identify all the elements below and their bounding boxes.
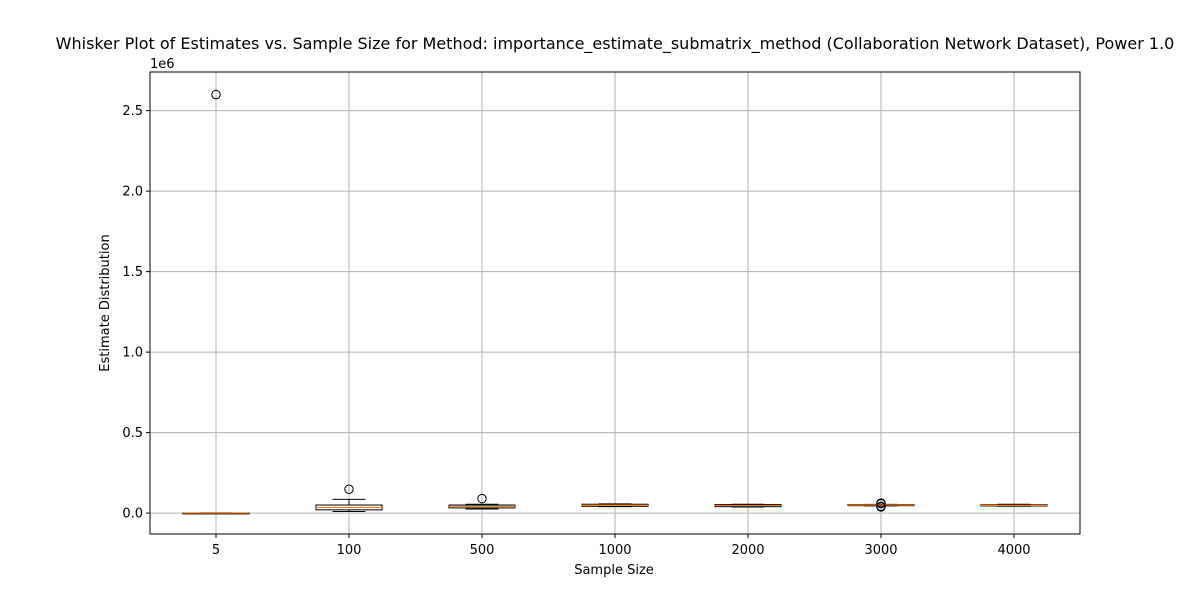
- x-tick-label: 5: [212, 543, 220, 558]
- x-tick-label: 4000: [997, 543, 1030, 558]
- box-100: [315, 484, 383, 512]
- y-tick-label: 1.0: [122, 346, 143, 361]
- y-tick-label: 2.0: [122, 185, 143, 200]
- box-2000: [714, 503, 782, 508]
- outlier-point: [211, 89, 221, 100]
- x-tick-label: 500: [470, 543, 495, 558]
- x-tick-label: 100: [337, 543, 362, 558]
- chart-title: Whisker Plot of Estimates vs. Sample Siz…: [56, 34, 1175, 54]
- outlier-point: [344, 484, 354, 494]
- outlier-point: [477, 493, 487, 504]
- ticks: 5 100 500 1000 2000 3000 4000 0.0 0.5 1.0 1.5 2.0 2.…: [122, 104, 1030, 558]
- x-tick-label: 3000: [864, 543, 897, 558]
- x-axis-label: Sample Size: [574, 563, 654, 578]
- y-scale-label: 1e6: [150, 57, 175, 72]
- y-axis-label: Estimate Distribution: [98, 234, 113, 371]
- boxes: [182, 89, 1048, 515]
- grid: [150, 72, 1080, 534]
- outlier-point: [876, 498, 886, 508]
- box-500: [448, 493, 516, 510]
- y-tick-label: 0.5: [122, 426, 143, 441]
- x-tick-label: 2000: [731, 543, 764, 558]
- box-5: [182, 89, 250, 515]
- box-3000: [847, 498, 915, 512]
- outlier-point: [876, 501, 886, 512]
- box-4000: [980, 503, 1048, 507]
- y-tick-label: 1.5: [122, 265, 143, 280]
- y-tick-label: 0.0: [122, 507, 143, 522]
- x-tick-label: 1000: [598, 543, 631, 558]
- box-1000: [581, 503, 649, 508]
- y-tick-label: 2.5: [122, 104, 143, 119]
